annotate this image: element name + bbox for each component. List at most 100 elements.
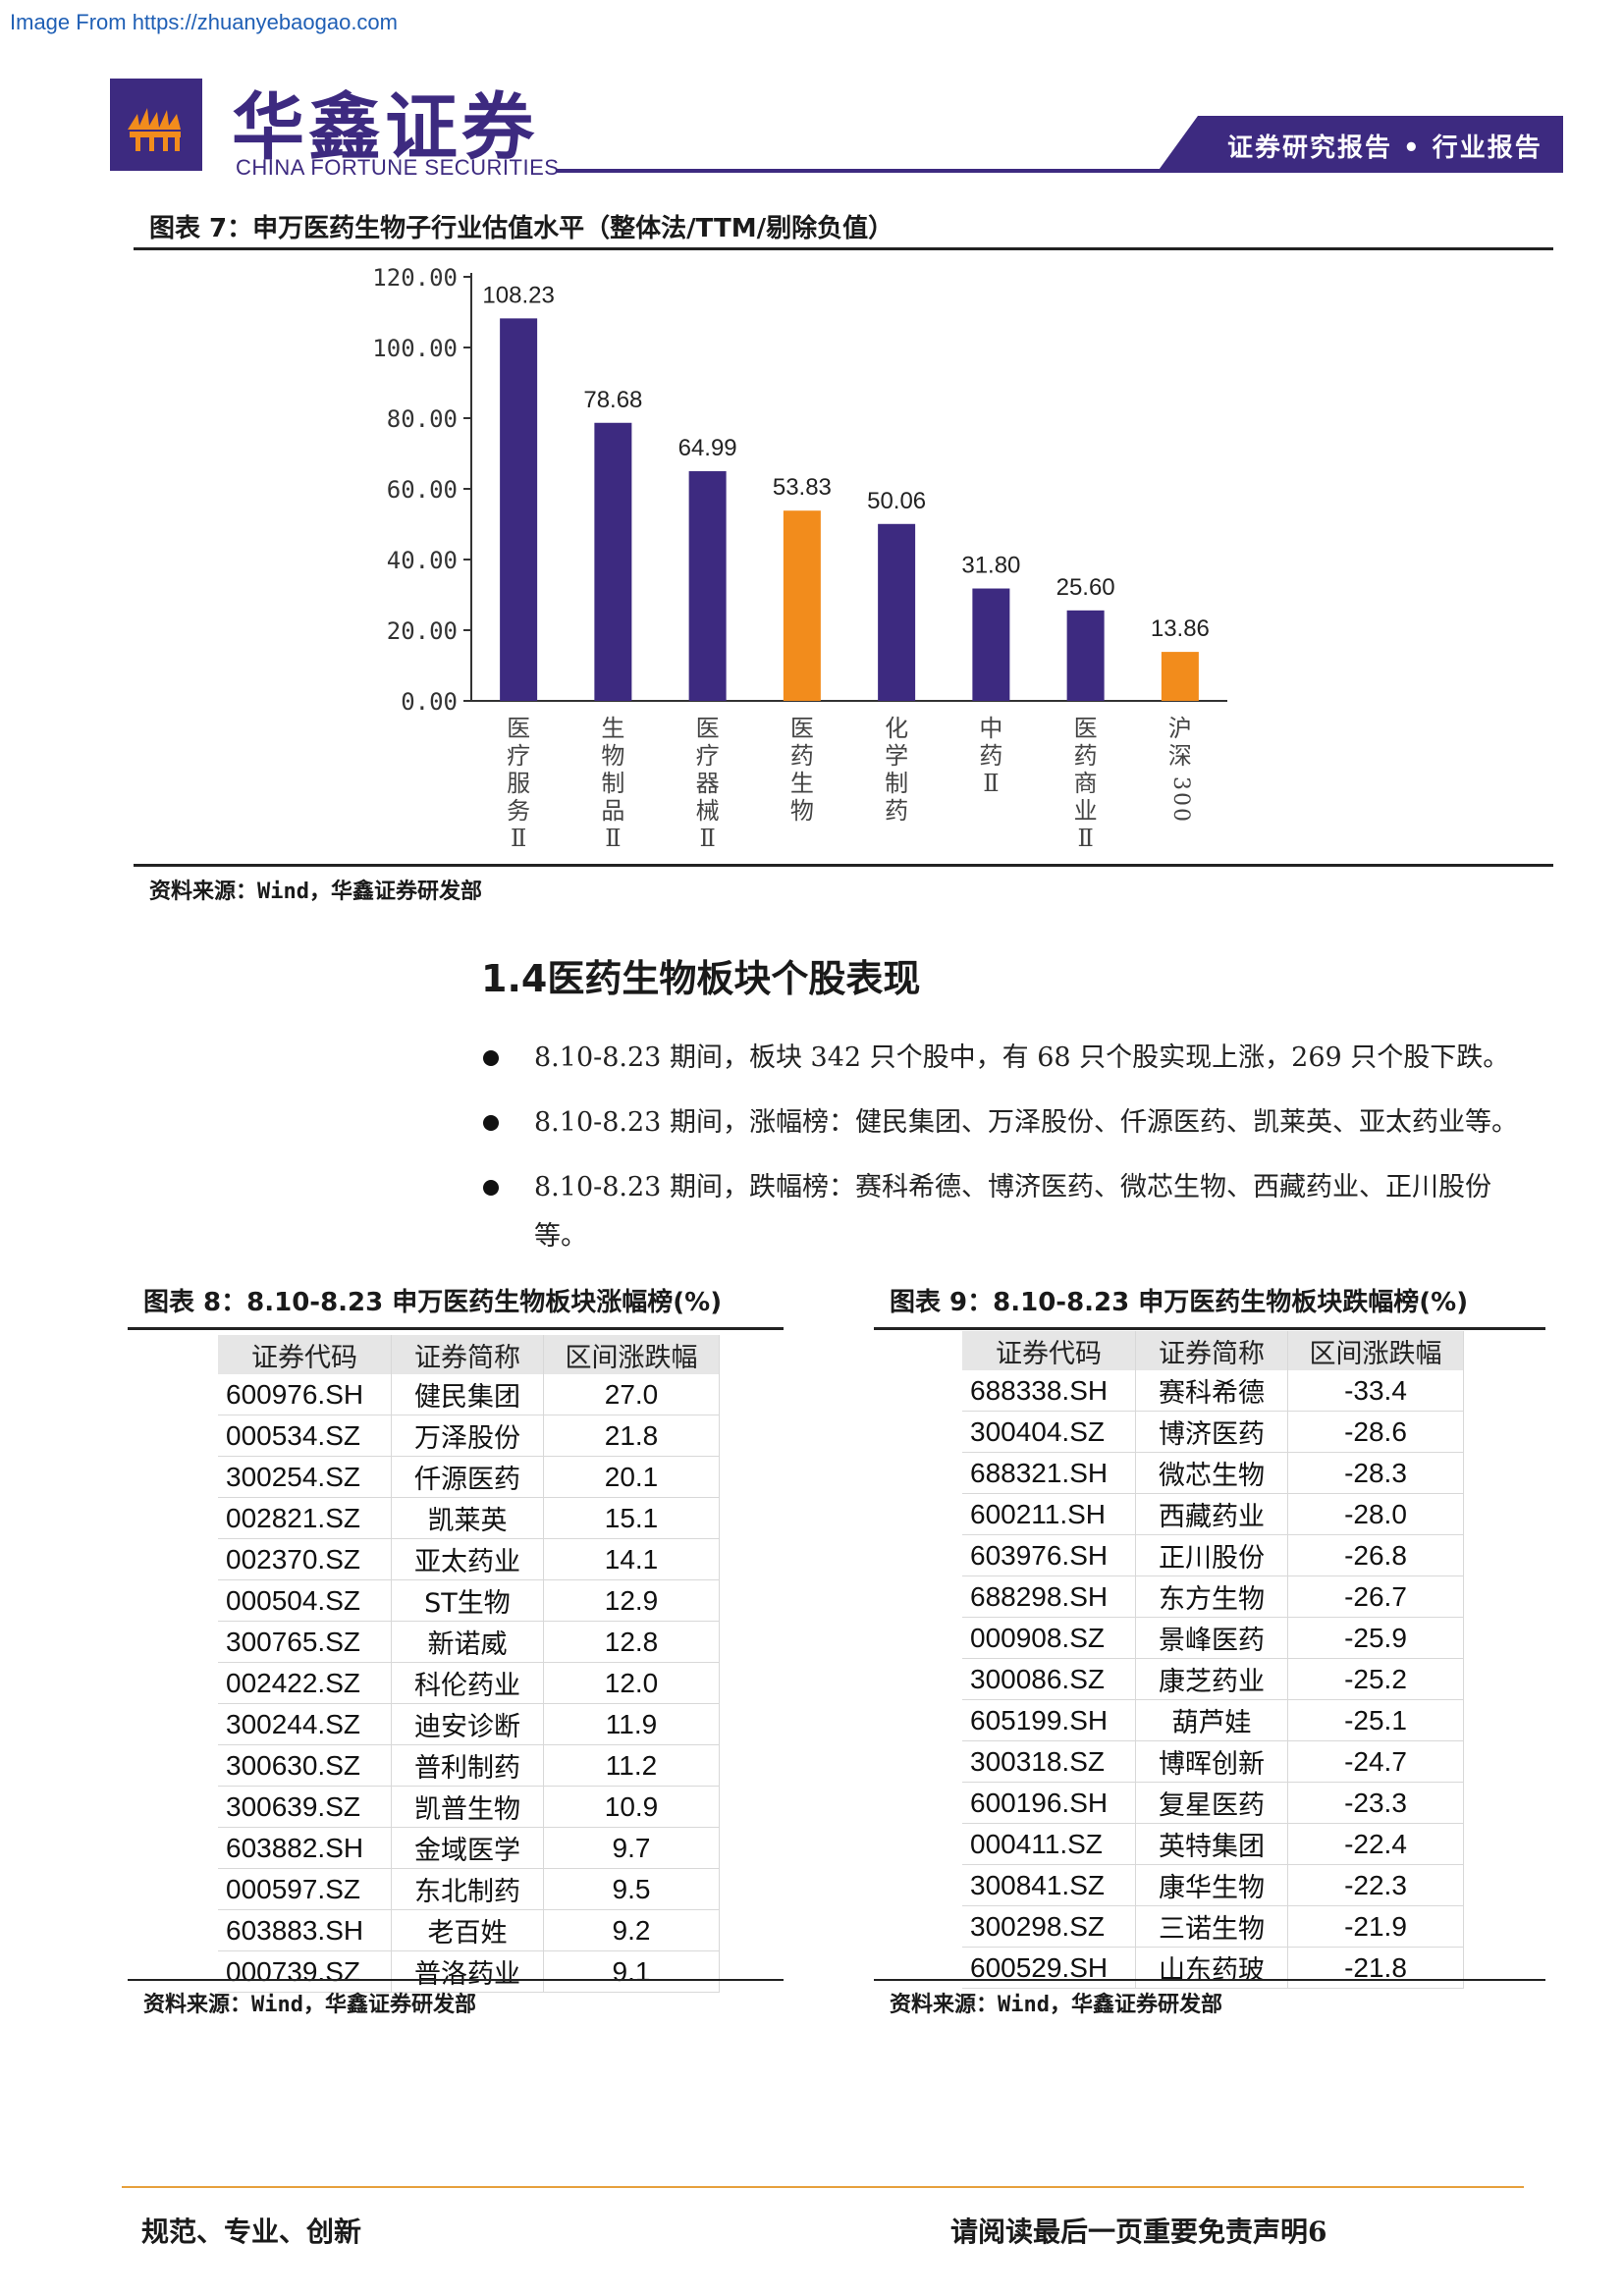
svg-text:深: 深 [1168, 742, 1192, 770]
stock-name-cell: 科伦药业 [391, 1662, 544, 1704]
table9-title: 图表 9：8.10-8.23 申万医药生物板块跌幅榜(%) [890, 1288, 1469, 1317]
table-row: 300298.SZ 三诺生物 -21.9 [962, 1905, 1464, 1948]
x-category-label: 医药生物 [790, 715, 814, 825]
svg-text:械: 械 [696, 797, 720, 825]
svg-text:物: 物 [601, 742, 624, 770]
change-cell: 12.8 [543, 1621, 720, 1663]
svg-text:Ⅱ: Ⅱ [605, 825, 621, 852]
stock-code-cell: 688298.SH [962, 1575, 1136, 1618]
stock-code-cell: 000908.SZ [962, 1617, 1136, 1659]
table-row: 603883.SH 老百姓 9.2 [218, 1909, 720, 1951]
svg-text:生: 生 [601, 715, 624, 742]
bar [972, 588, 1010, 701]
svg-text:0: 0 [1168, 808, 1193, 822]
svg-text:生: 生 [790, 770, 814, 797]
y-tick-label: 20.00 [387, 617, 458, 645]
logo-chinese-name: 华鑫证券 [232, 85, 538, 170]
change-cell: -21.9 [1287, 1905, 1464, 1948]
source-watermark: Image From https://zhuanyebaogao.com [10, 10, 398, 34]
change-cell: 21.8 [543, 1415, 720, 1457]
figure7-title: 图表 7：申万医药生物子行业估值水平（整体法/TTM/剔除负值） [149, 214, 894, 243]
stock-name-cell: 新诺威 [391, 1621, 544, 1663]
y-tick-label: 0.00 [401, 688, 458, 716]
stock-name-cell: 仟源医药 [391, 1456, 544, 1498]
table8-bottom-rule [128, 1979, 784, 1981]
bar [1066, 610, 1105, 701]
svg-text:务: 务 [507, 797, 530, 825]
svg-text:药: 药 [979, 742, 1002, 770]
stock-name-cell: 博济医药 [1135, 1411, 1288, 1453]
change-cell: -24.7 [1287, 1740, 1464, 1783]
table-row: 000504.SZ ST生物 12.9 [218, 1579, 720, 1622]
change-cell: 9.5 [543, 1868, 720, 1910]
change-cell: -33.4 [1287, 1370, 1464, 1412]
gainers-table: 证券代码 证券简称 区间涨跌幅 600976.SH 健民集团 27.0 000534.… [218, 1335, 720, 1993]
change-cell: 11.2 [543, 1744, 720, 1787]
stock-name-cell: 普洛药业 [391, 1950, 544, 1993]
stock-name-cell: 葫芦娃 [1135, 1699, 1288, 1741]
table-row: 300244.SZ 迪安诊断 11.9 [218, 1703, 720, 1745]
stock-code-cell: 688321.SH [962, 1452, 1136, 1494]
stock-name-cell: 康华生物 [1135, 1864, 1288, 1906]
change-cell: 10.9 [543, 1786, 720, 1828]
bar-value-label: 31.80 [961, 553, 1020, 579]
column-header-code: 证券代码 [218, 1335, 392, 1374]
svg-text:沪: 沪 [1168, 715, 1192, 742]
bullet-gainers: 8.10-8.23 期间，涨幅榜：健民集团、万泽股份、仟源医药、凯莱英、亚太药业… [534, 1107, 1518, 1138]
table-row: 603882.SH 金域医学 9.7 [218, 1827, 720, 1869]
bar-value-label: 25.60 [1056, 574, 1115, 601]
table-row: 300639.SZ 凯普生物 10.9 [218, 1786, 720, 1828]
svg-text:商: 商 [1074, 770, 1098, 797]
svg-text:物: 物 [790, 797, 814, 825]
table-row: 688298.SH 东方生物 -26.7 [962, 1575, 1464, 1618]
change-cell: -21.8 [1287, 1947, 1464, 1989]
svg-text:制: 制 [601, 770, 624, 797]
stock-code-cell: 002370.SZ [218, 1538, 392, 1580]
change-cell: 11.9 [543, 1703, 720, 1745]
table-row: 000908.SZ 景峰医药 -25.9 [962, 1617, 1464, 1659]
change-cell: -28.3 [1287, 1452, 1464, 1494]
stock-name-cell: 凯普生物 [391, 1786, 544, 1828]
stock-code-cell: 603976.SH [962, 1534, 1136, 1576]
column-header-name: 证券简称 [391, 1335, 544, 1374]
stock-code-cell: 000504.SZ [218, 1579, 392, 1622]
stock-code-cell: 000534.SZ [218, 1415, 392, 1457]
table-row: 002422.SZ 科伦药业 12.0 [218, 1662, 720, 1704]
change-cell: 20.1 [543, 1456, 720, 1498]
stock-name-cell: 复星医药 [1135, 1782, 1288, 1824]
stock-code-cell: 600211.SH [962, 1493, 1136, 1535]
table8-top-rule [128, 1327, 784, 1330]
svg-text:医: 医 [790, 715, 814, 742]
change-cell: 9.2 [543, 1909, 720, 1951]
section-heading: 1.4医药生物板块个股表现 [481, 957, 921, 1000]
table-row: 603976.SH 正川股份 -26.8 [962, 1534, 1464, 1576]
change-cell: 14.1 [543, 1538, 720, 1580]
svg-text:疗: 疗 [696, 742, 720, 770]
y-tick-label: 120.00 [372, 264, 458, 292]
losers-table: 证券代码 证券简称 区间涨跌幅 688338.SH 赛科希德 -33.4 300404… [962, 1331, 1464, 1989]
stock-code-cell: 000739.SZ [218, 1950, 392, 1993]
bar-value-label: 50.06 [867, 488, 926, 514]
stock-name-cell: 普利制药 [391, 1744, 544, 1787]
y-tick-label: 60.00 [387, 476, 458, 504]
stock-code-cell: 603882.SH [218, 1827, 392, 1869]
bullet-icon [483, 1180, 499, 1196]
table-row: 600529.SH 山东药玻 -21.8 [962, 1947, 1464, 1989]
svg-text:医: 医 [696, 715, 720, 742]
table8-title: 图表 8：8.10-8.23 申万医药生物板块涨幅榜(%) [143, 1288, 723, 1317]
stock-name-cell: 正川股份 [1135, 1534, 1288, 1576]
change-cell: -22.3 [1287, 1864, 1464, 1906]
column-header-code: 证券代码 [962, 1331, 1136, 1370]
svg-text:疗: 疗 [507, 742, 530, 770]
svg-text:Ⅱ: Ⅱ [699, 825, 715, 852]
bullet-icon [483, 1050, 499, 1066]
stock-name-cell: 迪安诊断 [391, 1703, 544, 1745]
change-cell: 9.1 [543, 1950, 720, 1993]
stock-name-cell: 健民集团 [391, 1374, 544, 1415]
valuation-bar-chart: 0.00 20.00 40.00 60.00 80.00 100.00 120.00 108… [372, 264, 1227, 852]
stock-code-cell: 300298.SZ [962, 1905, 1136, 1948]
change-cell: -28.6 [1287, 1411, 1464, 1453]
